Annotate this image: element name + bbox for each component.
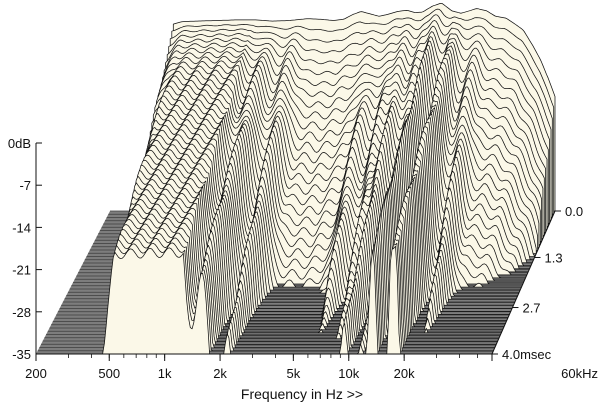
x-axis-title: Frequency in Hz >> <box>241 386 363 402</box>
x-tick-label: 1k <box>158 366 172 381</box>
decay-slices <box>100 3 556 355</box>
chart-axes: 0dB -7 -14 -21 -28 -35 200 500 1k 2k 5k 10k 20k 60kHz… <box>8 136 598 381</box>
x-tick-label: 10k <box>338 366 359 381</box>
x-tick-label: 60kHz <box>561 366 598 381</box>
y-tick-label: -7 <box>19 178 31 193</box>
z-tick-label: 0.0 <box>565 204 583 219</box>
y-tick-label: -21 <box>12 263 31 278</box>
x-tick-label: 2k <box>213 366 227 381</box>
x-tick-label: 500 <box>98 366 120 381</box>
y-tick-label: -35 <box>12 347 31 362</box>
z-tick-label: 4.0msec <box>502 347 552 362</box>
x-tick-label: 200 <box>25 366 47 381</box>
y-tick-label: 0dB <box>8 136 31 151</box>
z-axis-line <box>491 210 556 355</box>
z-tick-label: 1.3 <box>545 250 563 265</box>
x-tick-label: 5k <box>286 366 300 381</box>
y-tick-label: -28 <box>12 305 31 320</box>
x-tick-label: 20k <box>394 366 415 381</box>
y-tick-label: -14 <box>12 220 31 235</box>
z-tick-label: 2.7 <box>522 301 540 316</box>
